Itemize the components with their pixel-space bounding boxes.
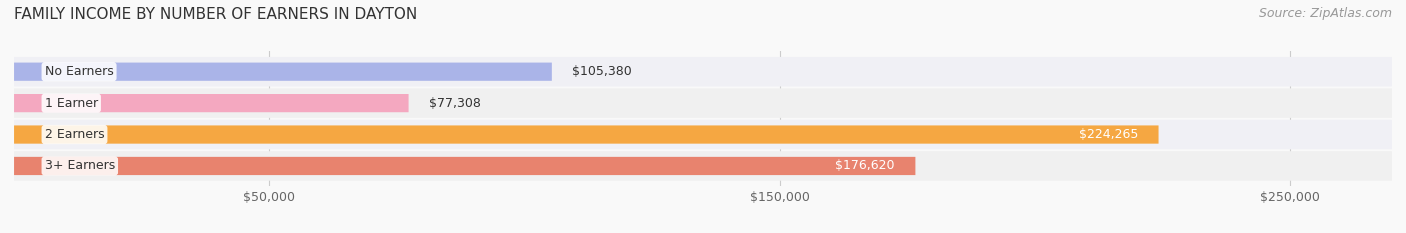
Text: No Earners: No Earners [45, 65, 114, 78]
Text: FAMILY INCOME BY NUMBER OF EARNERS IN DAYTON: FAMILY INCOME BY NUMBER OF EARNERS IN DA… [14, 7, 418, 22]
Text: 2 Earners: 2 Earners [45, 128, 104, 141]
FancyBboxPatch shape [14, 151, 1392, 181]
FancyBboxPatch shape [14, 157, 915, 175]
Text: $176,620: $176,620 [835, 159, 896, 172]
FancyBboxPatch shape [14, 94, 409, 112]
FancyBboxPatch shape [14, 120, 1392, 149]
Text: 1 Earner: 1 Earner [45, 97, 98, 110]
Text: $224,265: $224,265 [1078, 128, 1137, 141]
Text: 3+ Earners: 3+ Earners [45, 159, 115, 172]
FancyBboxPatch shape [14, 63, 551, 81]
Text: Source: ZipAtlas.com: Source: ZipAtlas.com [1258, 7, 1392, 20]
FancyBboxPatch shape [14, 88, 1392, 118]
FancyBboxPatch shape [14, 125, 1159, 144]
FancyBboxPatch shape [14, 57, 1392, 86]
Text: $105,380: $105,380 [572, 65, 633, 78]
Text: $77,308: $77,308 [429, 97, 481, 110]
